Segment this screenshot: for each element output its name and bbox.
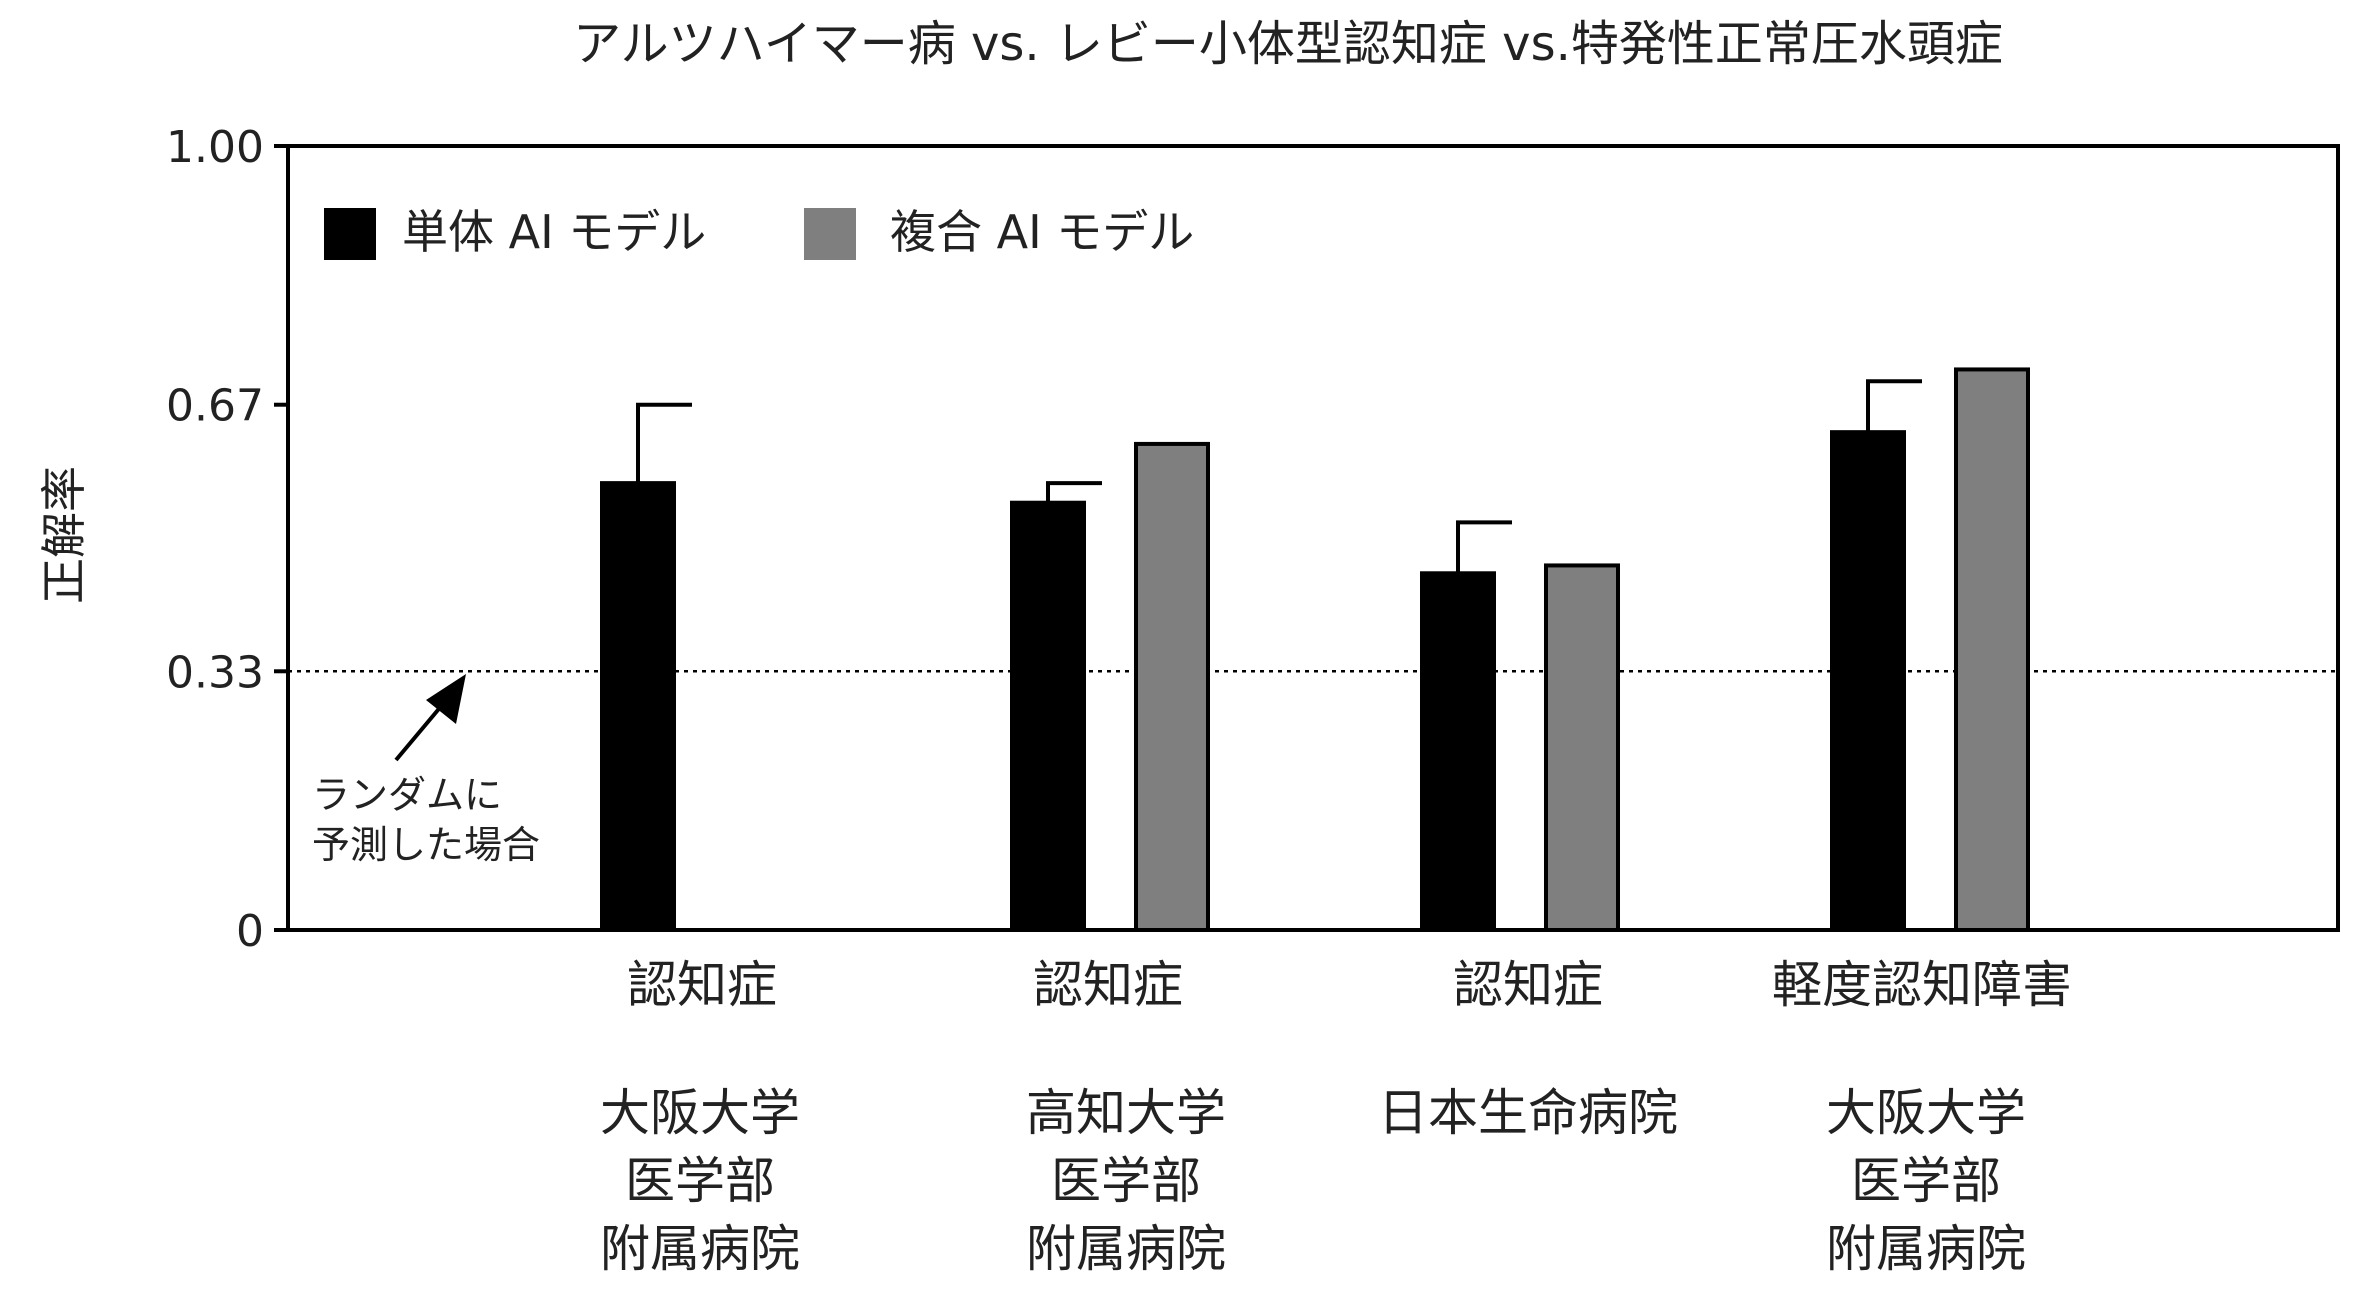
y-axis-label: 正解率 xyxy=(37,466,91,604)
bars-group xyxy=(600,367,2030,933)
y-tick-label: 0 xyxy=(236,906,264,957)
x-category-site-label: 大阪大学 xyxy=(600,1084,800,1142)
bar-single-model xyxy=(1010,500,1086,932)
legend-label-single-model: 単体 AI モデル xyxy=(402,205,706,259)
plot-frame xyxy=(286,144,2340,932)
y-tick-label: 0.67 xyxy=(166,381,264,432)
annotation-arrow-head xyxy=(426,674,466,724)
bar-single-model xyxy=(1420,571,1496,933)
y-tick-label: 1.00 xyxy=(166,122,264,173)
legend-swatch-combined-model xyxy=(804,208,856,260)
bar-combined-model xyxy=(1134,441,1210,932)
chart-title: アルツハイマー病 vs. レビー小体型認知症 vs.特発性正常圧水頭症 xyxy=(573,16,2003,72)
bar-single-model xyxy=(1830,430,1906,932)
x-category-site-label: 日本生命病院 xyxy=(1378,1084,1678,1142)
legend-swatch-single-model xyxy=(324,208,376,260)
x-category-site-label: 附属病院 xyxy=(600,1220,800,1278)
annotation-line-1: ランダムに xyxy=(312,773,502,817)
bar-combined-model xyxy=(1954,367,2030,932)
x-category-site-label: 高知大学 xyxy=(1026,1084,1226,1142)
x-category-task-label: 認知症 xyxy=(627,956,777,1014)
y-axis-ticks: 0 0.33 0.67 1.00 xyxy=(166,122,288,957)
x-category-task-label: 軽度認知障害 xyxy=(1772,956,2072,1014)
bar-combined-model xyxy=(1544,563,1620,932)
x-category-task-label: 認知症 xyxy=(1033,956,1183,1014)
bar-single-model xyxy=(600,481,676,932)
x-category-site-label: 大阪大学 xyxy=(1826,1084,2026,1142)
x-category-site-label: 医学部 xyxy=(625,1152,775,1210)
random-annotation: ランダムに 予測した場合 xyxy=(312,674,540,867)
legend-label-combined-model: 複合 AI モデル xyxy=(890,205,1194,259)
x-category-task-label: 認知症 xyxy=(1453,956,1603,1014)
x-category-site-label: 附属病院 xyxy=(1826,1220,2026,1278)
x-category-site-label: 医学部 xyxy=(1051,1152,1201,1210)
x-category-site-label: 医学部 xyxy=(1851,1152,2001,1210)
x-category-site-label: 附属病院 xyxy=(1026,1220,1226,1278)
annotation-line-2: 予測した場合 xyxy=(312,823,540,867)
legend: 単体 AI モデル 複合 AI モデル xyxy=(324,205,1194,260)
y-tick-label: 0.33 xyxy=(166,647,264,698)
